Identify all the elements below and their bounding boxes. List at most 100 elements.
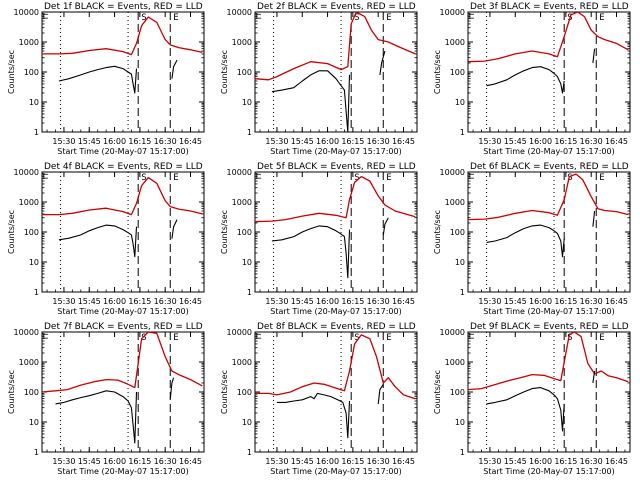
events-series-line — [486, 387, 565, 432]
y-tick-label: 10 — [455, 418, 465, 427]
panel-title: Det 6f BLACK = Events, RED = LLD — [470, 162, 629, 172]
y-tick-label: 10 — [455, 258, 465, 267]
end-marker-label: E — [599, 13, 604, 23]
x-tick-label: 15:30 — [265, 457, 288, 466]
y-tick-label: 100 — [237, 388, 252, 397]
x-tick-label: 15:45 — [291, 457, 314, 466]
corner-marker: ⊏ — [469, 12, 474, 22]
y-tick-label: 10 — [242, 418, 252, 427]
detector-panel: Det 3f BLACK = Events, RED = LLD 1 10 100 10… — [433, 2, 631, 156]
detector-panel: Det 1f BLACK = Events, RED = LLD 1 10 100 10… — [7, 2, 205, 156]
x-tick-label: 16:00 — [103, 457, 126, 466]
events-fragment-line — [377, 384, 384, 404]
events-fragment-line — [592, 370, 596, 384]
y-tick-label: 1 — [460, 448, 465, 457]
x-tick-label: 16:15 — [341, 297, 364, 306]
x-tick-label: 15:30 — [478, 137, 501, 146]
panel-title: Det 8f BLACK = Events, RED = LLD — [257, 322, 416, 332]
x-axis-label: Start Time (20-May-07 15:17:00) — [270, 307, 401, 316]
x-tick-label: 15:30 — [478, 297, 501, 306]
series-group — [468, 332, 629, 432]
y-tick-label: 10000 — [227, 168, 252, 177]
panel-title: Det 2f BLACK = Events, RED = LLD — [257, 2, 416, 12]
plot-frame — [254, 331, 418, 453]
start-marker-label: S — [354, 13, 359, 23]
end-marker-label: E — [173, 13, 178, 23]
x-tick-label: 16:45 — [392, 137, 415, 146]
x-tick-label: 16:45 — [179, 297, 202, 306]
y-tick-label: 1 — [460, 288, 465, 297]
y-tick-label: 100 — [450, 388, 465, 397]
y-tick-label: 1 — [34, 288, 39, 297]
x-tick-label: 16:30 — [580, 297, 603, 306]
start-marker-label: S — [141, 333, 146, 343]
x-tick-label: 15:45 — [504, 457, 527, 466]
plot-frame — [467, 331, 631, 453]
y-tick-label: 10 — [29, 98, 39, 107]
x-tick-label: 16:15 — [128, 457, 151, 466]
events-fragment-line — [171, 219, 178, 239]
x-tick-label: 16:15 — [341, 137, 364, 146]
corner-marker: ⊏ — [43, 332, 48, 342]
x-tick-label: 16:15 — [554, 137, 577, 146]
corner-marker: ⊏ — [43, 12, 48, 22]
panel-title: Det 4f BLACK = Events, RED = LLD — [44, 162, 203, 172]
x-tick-label: 15:45 — [504, 297, 527, 306]
events-series-line — [486, 224, 565, 258]
corner-marker: ⊏ — [43, 172, 48, 182]
x-tick-label: 16:45 — [392, 457, 415, 466]
plot-frame — [254, 171, 418, 293]
y-tick-label: 100 — [237, 68, 252, 77]
y-tick-label: 100 — [24, 388, 39, 397]
y-tick-label: 10000 — [14, 8, 39, 17]
lld-series-line — [255, 12, 416, 81]
detector-panel: Det 8f BLACK = Events, RED = LLD 1 10 100 10… — [220, 322, 418, 476]
events-fragment-line — [592, 210, 596, 227]
lld-series-line — [255, 334, 416, 400]
events-series-line — [276, 392, 351, 439]
series-group — [255, 12, 416, 132]
x-axis-label: Start Time (20-May-07 15:17:00) — [483, 147, 614, 156]
events-fragment-line — [171, 59, 178, 79]
x-tick-label: 16:45 — [179, 137, 202, 146]
events-series-line — [271, 70, 351, 132]
x-tick-label: 16:00 — [316, 297, 339, 306]
y-tick-label: 1 — [34, 448, 39, 457]
events-series-line — [58, 224, 138, 258]
x-tick-label: 16:00 — [529, 297, 552, 306]
y-tick-label: 1 — [460, 128, 465, 137]
plot-frame — [41, 171, 205, 293]
x-axis-label: Start Time (20-May-07 15:17:00) — [57, 467, 188, 476]
y-axis-label: Counts/sec — [7, 50, 16, 94]
lld-series-line — [42, 16, 203, 56]
events-fragment-line — [169, 377, 175, 399]
lld-series-line — [468, 173, 629, 221]
y-axis-label: Counts/sec — [7, 370, 16, 414]
end-marker-label: E — [599, 173, 604, 183]
plot-frame — [41, 331, 205, 453]
end-marker-label: E — [386, 173, 391, 183]
x-axis-label: Start Time (20-May-07 15:17:00) — [483, 467, 614, 476]
x-tick-label: 16:45 — [605, 457, 628, 466]
x-tick-label: 16:30 — [367, 297, 390, 306]
y-tick-label: 1000 — [232, 358, 252, 367]
detector-panel: Det 5f BLACK = Events, RED = LLD 1 10 100 10… — [220, 162, 418, 316]
lld-series-line — [468, 12, 629, 63]
x-tick-label: 15:30 — [52, 297, 75, 306]
events-series-line — [271, 225, 351, 279]
y-tick-label: 10000 — [440, 8, 465, 17]
y-tick-label: 1000 — [445, 38, 465, 47]
start-marker-label: S — [567, 173, 572, 183]
panel-title: Det 3f BLACK = Events, RED = LLD — [470, 2, 629, 12]
lld-series-line — [42, 332, 203, 393]
y-tick-label: 10000 — [14, 328, 39, 337]
x-tick-label: 16:30 — [367, 137, 390, 146]
end-marker-label: E — [386, 13, 391, 23]
x-tick-label: 16:30 — [154, 457, 177, 466]
panel-title: Det 9f BLACK = Events, RED = LLD — [470, 322, 629, 332]
corner-marker: ⊏ — [256, 172, 261, 182]
y-tick-label: 100 — [450, 68, 465, 77]
x-axis-label: Start Time (20-May-07 15:17:00) — [57, 147, 188, 156]
y-tick-label: 1000 — [19, 358, 39, 367]
